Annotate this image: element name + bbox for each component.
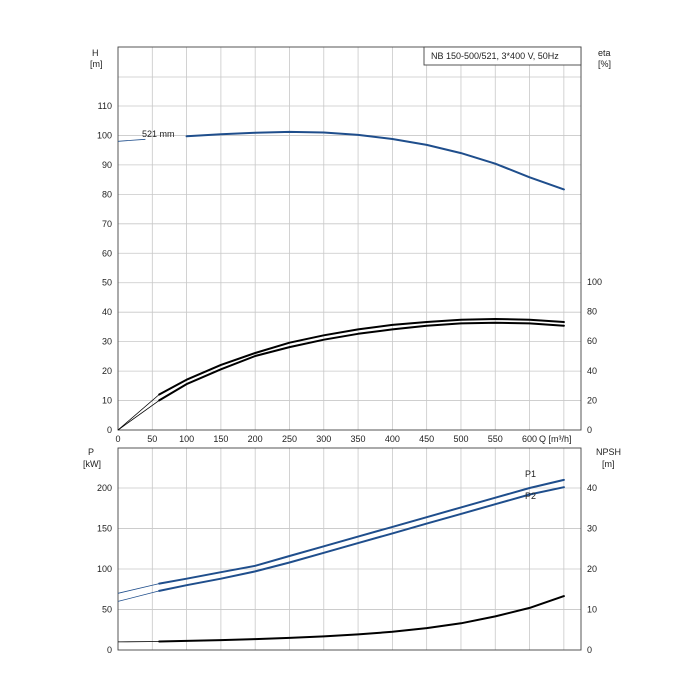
title-box: NB 150-500/521, 3*400 V, 50Hz [423,46,582,66]
head-curve-line [185,130,565,191]
q-tick-label: 150 [213,434,228,444]
eta-tick-label: 0 [587,425,592,435]
h-tick-label: 100 [97,130,112,140]
head-curve-extrapolated-line [117,138,146,142]
npsh-axis-label-unit: [m] [602,459,615,469]
top-right-ticks: 0 20 40 60 80 100 [587,277,602,435]
x-axis-label: Q [m³/h] [539,434,572,444]
power-p2-curve-extrapolated-line [117,590,160,602]
p-tick-label: 150 [97,524,112,534]
eta-tick-label: 60 [587,336,597,346]
efficiency-curve-lower-line [158,321,565,402]
npsh-tick-label: 0 [587,645,592,655]
bottom-grid [118,448,581,650]
p-tick-label: 200 [97,483,112,493]
title-box-frame [423,46,582,66]
npsh-axis-label-top: NPSH [596,447,621,457]
power-p2-curve-line [158,486,565,592]
eta-tick-label: 20 [587,395,597,405]
bottom-frame [117,447,582,651]
q-tick-label: 550 [488,434,503,444]
power-p1-curve-line [158,478,565,585]
h-tick-label: 0 [107,425,112,435]
bottom-right-ticks: 0 10 20 30 40 [587,483,597,655]
eta-tick-label: 80 [587,307,597,317]
h-tick-label: 80 [102,189,112,199]
right-axis-label-unit: [%] [598,59,611,69]
top-x-ticks: 0 50 100 150 200 250 300 350 400 450 500 550 600 [115,434,537,444]
h-tick-label: 110 [98,101,112,111]
h-tick-label: 30 [102,337,112,347]
p-tick-label: 0 [107,645,112,655]
npsh-tick-label: 10 [587,605,597,615]
chart-title: NB 150-500/521, 3*400 V, 50Hz [431,51,559,61]
efficiency-curve-lower-extrapolated-line [117,400,160,431]
bottom-series [117,478,565,643]
power-axis-label-top: P [88,447,94,457]
left-axis-label-unit: [m] [90,59,103,69]
right-axis-label-top: eta [598,48,611,58]
power-axis-label-unit: [kW] [83,459,101,469]
series-label-p1: P1 [525,469,536,479]
q-tick-label: 450 [419,434,434,444]
h-tick-label: 20 [102,366,112,376]
q-tick-label: 50 [147,434,157,444]
head-efficiency-panel: NB 150-500/521, 3*400 V, 50Hz H [m] eta … [90,46,611,444]
p-tick-label: 100 [97,564,112,574]
power-p1-curve-extrapolated-line [117,583,160,594]
q-tick-label: 250 [282,434,297,444]
power-npsh-panel: P [kW] NPSH [m] 0 50 100 150 200 0 10 20 30 40 P… [83,447,621,655]
q-tick-label: 100 [179,434,194,444]
h-tick-label: 90 [102,160,112,170]
p-tick-label: 50 [102,605,112,615]
top-frame [117,46,582,431]
q-tick-label: 300 [316,434,331,444]
h-tick-label: 40 [102,307,112,317]
q-tick-label: 600 [522,434,537,444]
npsh-tick-label: 20 [587,564,597,574]
efficiency-curve-upper-line [158,318,565,396]
npsh-tick-label: 40 [587,483,597,493]
left-axis-label-top: H [92,48,99,58]
h-tick-label: 50 [102,278,112,288]
q-tick-label: 350 [351,434,366,444]
h-tick-label: 60 [102,248,112,258]
top-series [117,130,565,431]
npsh-curve-line [158,595,565,643]
eta-tick-label: 100 [587,277,602,287]
bottom-left-ticks: 0 50 100 150 200 [97,483,112,655]
q-tick-label: 500 [453,434,468,444]
q-tick-label: 0 [115,434,120,444]
efficiency-curve-upper-extrapolated-line [117,394,160,431]
q-tick-label: 400 [385,434,400,444]
top-left-ticks: 0 10 20 30 40 50 60 70 80 90 100 110 [97,101,112,435]
q-tick-label: 200 [248,434,263,444]
impeller-diameter-annotation: 521 mm [142,129,175,139]
npsh-tick-label: 30 [587,524,597,534]
eta-tick-label: 40 [587,366,597,376]
h-tick-label: 70 [102,219,112,229]
h-tick-label: 10 [102,396,112,406]
series-label-p2: P2 [525,491,536,501]
top-grid [118,47,581,430]
